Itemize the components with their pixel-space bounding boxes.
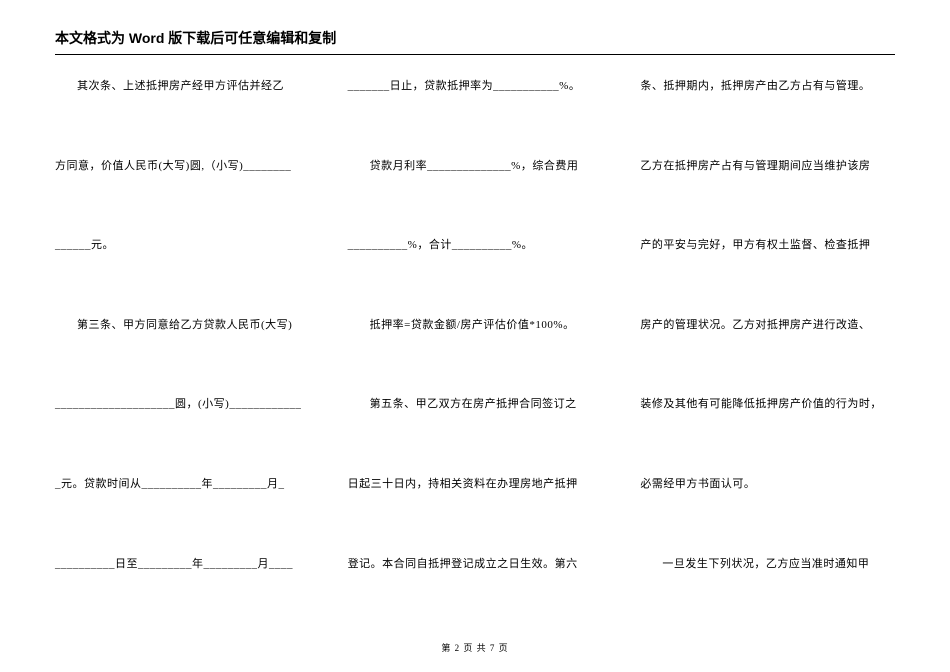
text-line: 第五条、甲乙双方在房产抵押合同签订之 (348, 396, 603, 414)
text-line: 产的平安与完好，甲方有权土监督、检查抵押 (640, 237, 895, 255)
text-line: 乙方在抵押房产占有与管理期间应当维护该房 (640, 158, 895, 176)
text-line: ____________________圆，(小写)____________ (55, 396, 310, 414)
text-line: 条、抵押期内，抵押房产由乙方占有与管理。 (640, 78, 895, 96)
text-line: 日起三十日内，持相关资料在办理房地产抵押 (348, 476, 603, 494)
column-1: 其次条、上述抵押房产经甲方评估并经乙 方同意，价值人民币(大写)圆,（小写)__… (55, 78, 310, 622)
text-line: __________日至_________年_________月____ (55, 556, 310, 574)
text-line: 方同意，价值人民币(大写)圆,（小写)________ (55, 158, 310, 176)
text-line: 第三条、甲方同意给乙方贷款人民币(大写) (55, 317, 310, 335)
text-line: _元。贷款时间从__________年_________月_ (55, 476, 310, 494)
text-line: 其次条、上述抵押房产经甲方评估并经乙 (55, 78, 310, 96)
page-footer: 第 2 页 共 7 页 (0, 641, 950, 654)
text-line: 登记。本合同自抵押登记成立之日生效。第六 (348, 556, 603, 574)
column-2: _______日止，贷款抵押率为___________%。 贷款月利率_____… (348, 78, 603, 622)
header-title: 本文格式为 Word 版下载后可任意编辑和复制 (55, 28, 895, 54)
page-header: 本文格式为 Word 版下载后可任意编辑和复制 (55, 28, 895, 55)
text-line: 房产的管理状况。乙方对抵押房产进行改造、 (640, 317, 895, 335)
text-line: 一旦发生下列状况，乙方应当准时通知甲 (640, 556, 895, 574)
text-line: 抵押率=贷款金额/房产评估价值*100%。 (348, 317, 603, 335)
content-area: 其次条、上述抵押房产经甲方评估并经乙 方同意，价值人民币(大写)圆,（小写)__… (55, 78, 895, 622)
text-line: __________%，合计__________%。 (348, 237, 603, 255)
header-rule (55, 54, 895, 55)
text-line: 必需经甲方书面认可。 (640, 476, 895, 494)
column-3: 条、抵押期内，抵押房产由乙方占有与管理。 乙方在抵押房产占有与管理期间应当维护该… (640, 78, 895, 622)
text-line: 贷款月利率______________%，综合费用 (348, 158, 603, 176)
text-line: 装修及其他有可能降低抵押房产价值的行为时， (640, 396, 895, 414)
text-line: ______元。 (55, 237, 310, 255)
text-line: _______日止，贷款抵押率为___________%。 (348, 78, 603, 96)
